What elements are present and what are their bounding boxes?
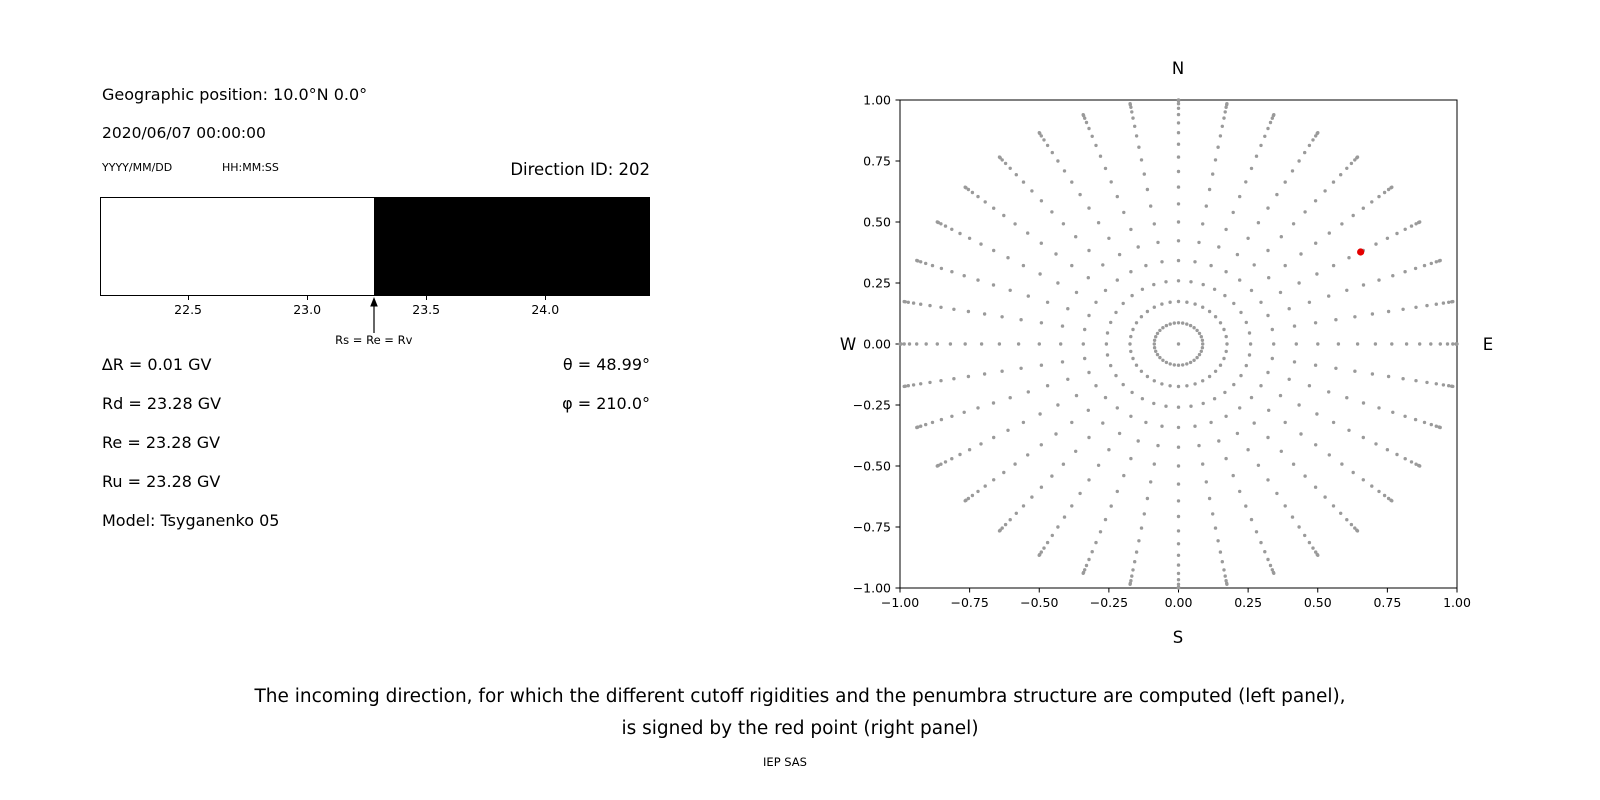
penumbra-axes xyxy=(100,197,650,296)
east-label: E xyxy=(1483,335,1493,354)
svg-text:0.75: 0.75 xyxy=(1373,595,1401,610)
svg-text:−1.00: −1.00 xyxy=(881,595,919,610)
datetime-value: 2020/06/07 00:00:00 xyxy=(102,124,266,142)
svg-text:0.00: 0.00 xyxy=(863,336,891,351)
rd-value: Rd = 23.28 GV xyxy=(102,394,222,413)
svg-text:1.00: 1.00 xyxy=(863,92,891,107)
svg-text:0.25: 0.25 xyxy=(863,275,891,290)
phi-value: φ = 210.0° xyxy=(562,394,650,413)
svg-text:0.50: 0.50 xyxy=(1304,595,1332,610)
penumbra-tick-label: 24.0 xyxy=(531,302,560,317)
y-tick-labels: −1.00 −0.75 −0.50 −0.25 0.00 0.25 0.50 0.75 1.00 xyxy=(853,92,900,595)
svg-text:−0.75: −0.75 xyxy=(950,595,988,610)
penumbra-tick-label: 23.0 xyxy=(293,302,322,317)
geographic-position: Geographic position: 10.0°N 0.0° xyxy=(102,85,368,104)
selected-direction-point xyxy=(1357,248,1365,256)
svg-text:−0.25: −0.25 xyxy=(1090,595,1128,610)
svg-text:−0.50: −0.50 xyxy=(1020,595,1058,610)
ru-value: Ru = 23.28 GV xyxy=(102,472,221,491)
penumbra-tick-mark xyxy=(188,296,190,300)
penumbra-forbidden-region xyxy=(373,198,649,295)
svg-text:−0.25: −0.25 xyxy=(853,397,891,412)
svg-text:0.50: 0.50 xyxy=(863,214,891,229)
x-tick-labels: −1.00 −0.75 −0.50 −0.25 0.00 0.25 0.50 0.75 1.00 xyxy=(881,588,1471,610)
south-label: S xyxy=(1173,628,1183,647)
svg-text:−0.50: −0.50 xyxy=(853,458,891,473)
svg-text:−0.75: −0.75 xyxy=(853,519,891,534)
direction-id: Direction ID: 202 xyxy=(510,160,650,179)
caption-line-2: is signed by the red point (right panel) xyxy=(621,718,979,739)
penumbra-plot: 22.5 23.0 23.5 24.0 Rs = Re = Rv xyxy=(100,197,650,357)
time-format-label: HH:MM:SS xyxy=(222,161,279,174)
penumbra-arrow-label: Rs = Re = Rv xyxy=(335,333,413,347)
theta-value: θ = 48.99° xyxy=(562,355,650,374)
svg-text:0.25: 0.25 xyxy=(1234,595,1262,610)
direction-scatter-plot: −1.00 −0.75 −0.50 −0.25 0.00 0.25 0.50 0.75 1.00… xyxy=(840,59,1493,647)
penumbra-tick-mark xyxy=(307,296,309,300)
re-value: Re = 23.28 GV xyxy=(102,433,221,452)
model-label: Model: Tsyganenko 05 xyxy=(102,511,280,530)
penumbra-tick-label: 23.5 xyxy=(412,302,441,317)
penumbra-tick-mark xyxy=(426,296,428,300)
direction-grid-dots xyxy=(898,98,1459,590)
penumbra-tick-label: 22.5 xyxy=(174,302,203,317)
caption-line-1: The incoming direction, for which the di… xyxy=(254,686,1346,707)
penumbra-tick-mark xyxy=(545,296,547,300)
date-format-label: YYYY/MM/DD xyxy=(102,161,173,174)
cutoff-arrow-icon xyxy=(369,297,378,333)
delta-r-value: ∆R = 0.01 GV xyxy=(102,355,212,374)
svg-text:1.00: 1.00 xyxy=(1443,595,1471,610)
svg-text:0.00: 0.00 xyxy=(1165,595,1193,610)
svg-text:−1.00: −1.00 xyxy=(853,580,891,595)
svg-text:0.75: 0.75 xyxy=(863,153,891,168)
west-label: W xyxy=(840,335,856,354)
credit-label: IEP SAS xyxy=(763,755,807,769)
north-label: N xyxy=(1172,59,1184,78)
